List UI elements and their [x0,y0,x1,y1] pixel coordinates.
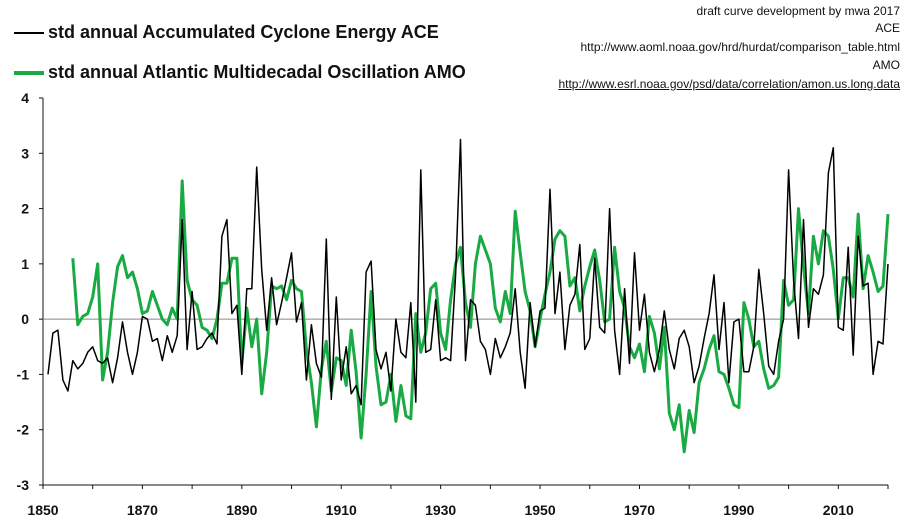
y-tick-labels: -3 -2 -1 0 1 2 3 4 [17,90,30,493]
legend-entry-ace: std annual Accumulated Cyclone Energy AC… [14,22,439,43]
credit-amo-label: AMO [872,58,900,72]
legend-label-amo: std annual Atlantic Multidecadal Oscilla… [48,62,466,82]
series-line-ace [47,138,889,406]
y-tick-label: -1 [17,366,30,382]
x-tick-label: 1850 [27,502,58,518]
axes [39,97,889,489]
y-tick-label: 1 [21,256,29,272]
x-tick-label: 1950 [524,502,555,518]
x-tick-label: 1890 [226,502,257,518]
series-line-amo [71,179,890,454]
y-tick-label: -3 [17,477,30,493]
series-layer [47,138,890,454]
x-tick-label: 1970 [624,502,655,518]
credit-author: draft curve development by mwa 2017 [696,4,900,18]
y-tick-label: 3 [21,145,29,161]
x-tick-label: 1870 [127,502,158,518]
legend-swatch-amo [14,71,44,76]
credit-ace-url: http://www.aoml.noaa.gov/hrd/hurdat/comp… [580,40,900,54]
x-tick-label: 2010 [823,502,854,518]
legend-entry-amo: std annual Atlantic Multidecadal Oscilla… [14,62,466,83]
y-tick-label: 2 [21,201,29,217]
legend-label-ace: std annual Accumulated Cyclone Energy AC… [48,22,439,42]
x-tick-label: 1990 [723,502,754,518]
y-tick-label: -2 [17,422,30,438]
x-tick-label: 1930 [425,502,456,518]
x-tick-label: 1910 [326,502,357,518]
credit-ace-label: ACE [875,21,900,35]
credit-amo-url[interactable]: http://www.esrl.noaa.gov/psd/data/correl… [558,77,900,91]
legend-swatch-ace [14,32,44,35]
y-tick-label: 0 [21,311,29,327]
y-tick-label: 4 [21,90,29,106]
x-tick-labels: 1850 1870 1890 1910 1930 1950 1970 1990 2010 [27,502,854,518]
